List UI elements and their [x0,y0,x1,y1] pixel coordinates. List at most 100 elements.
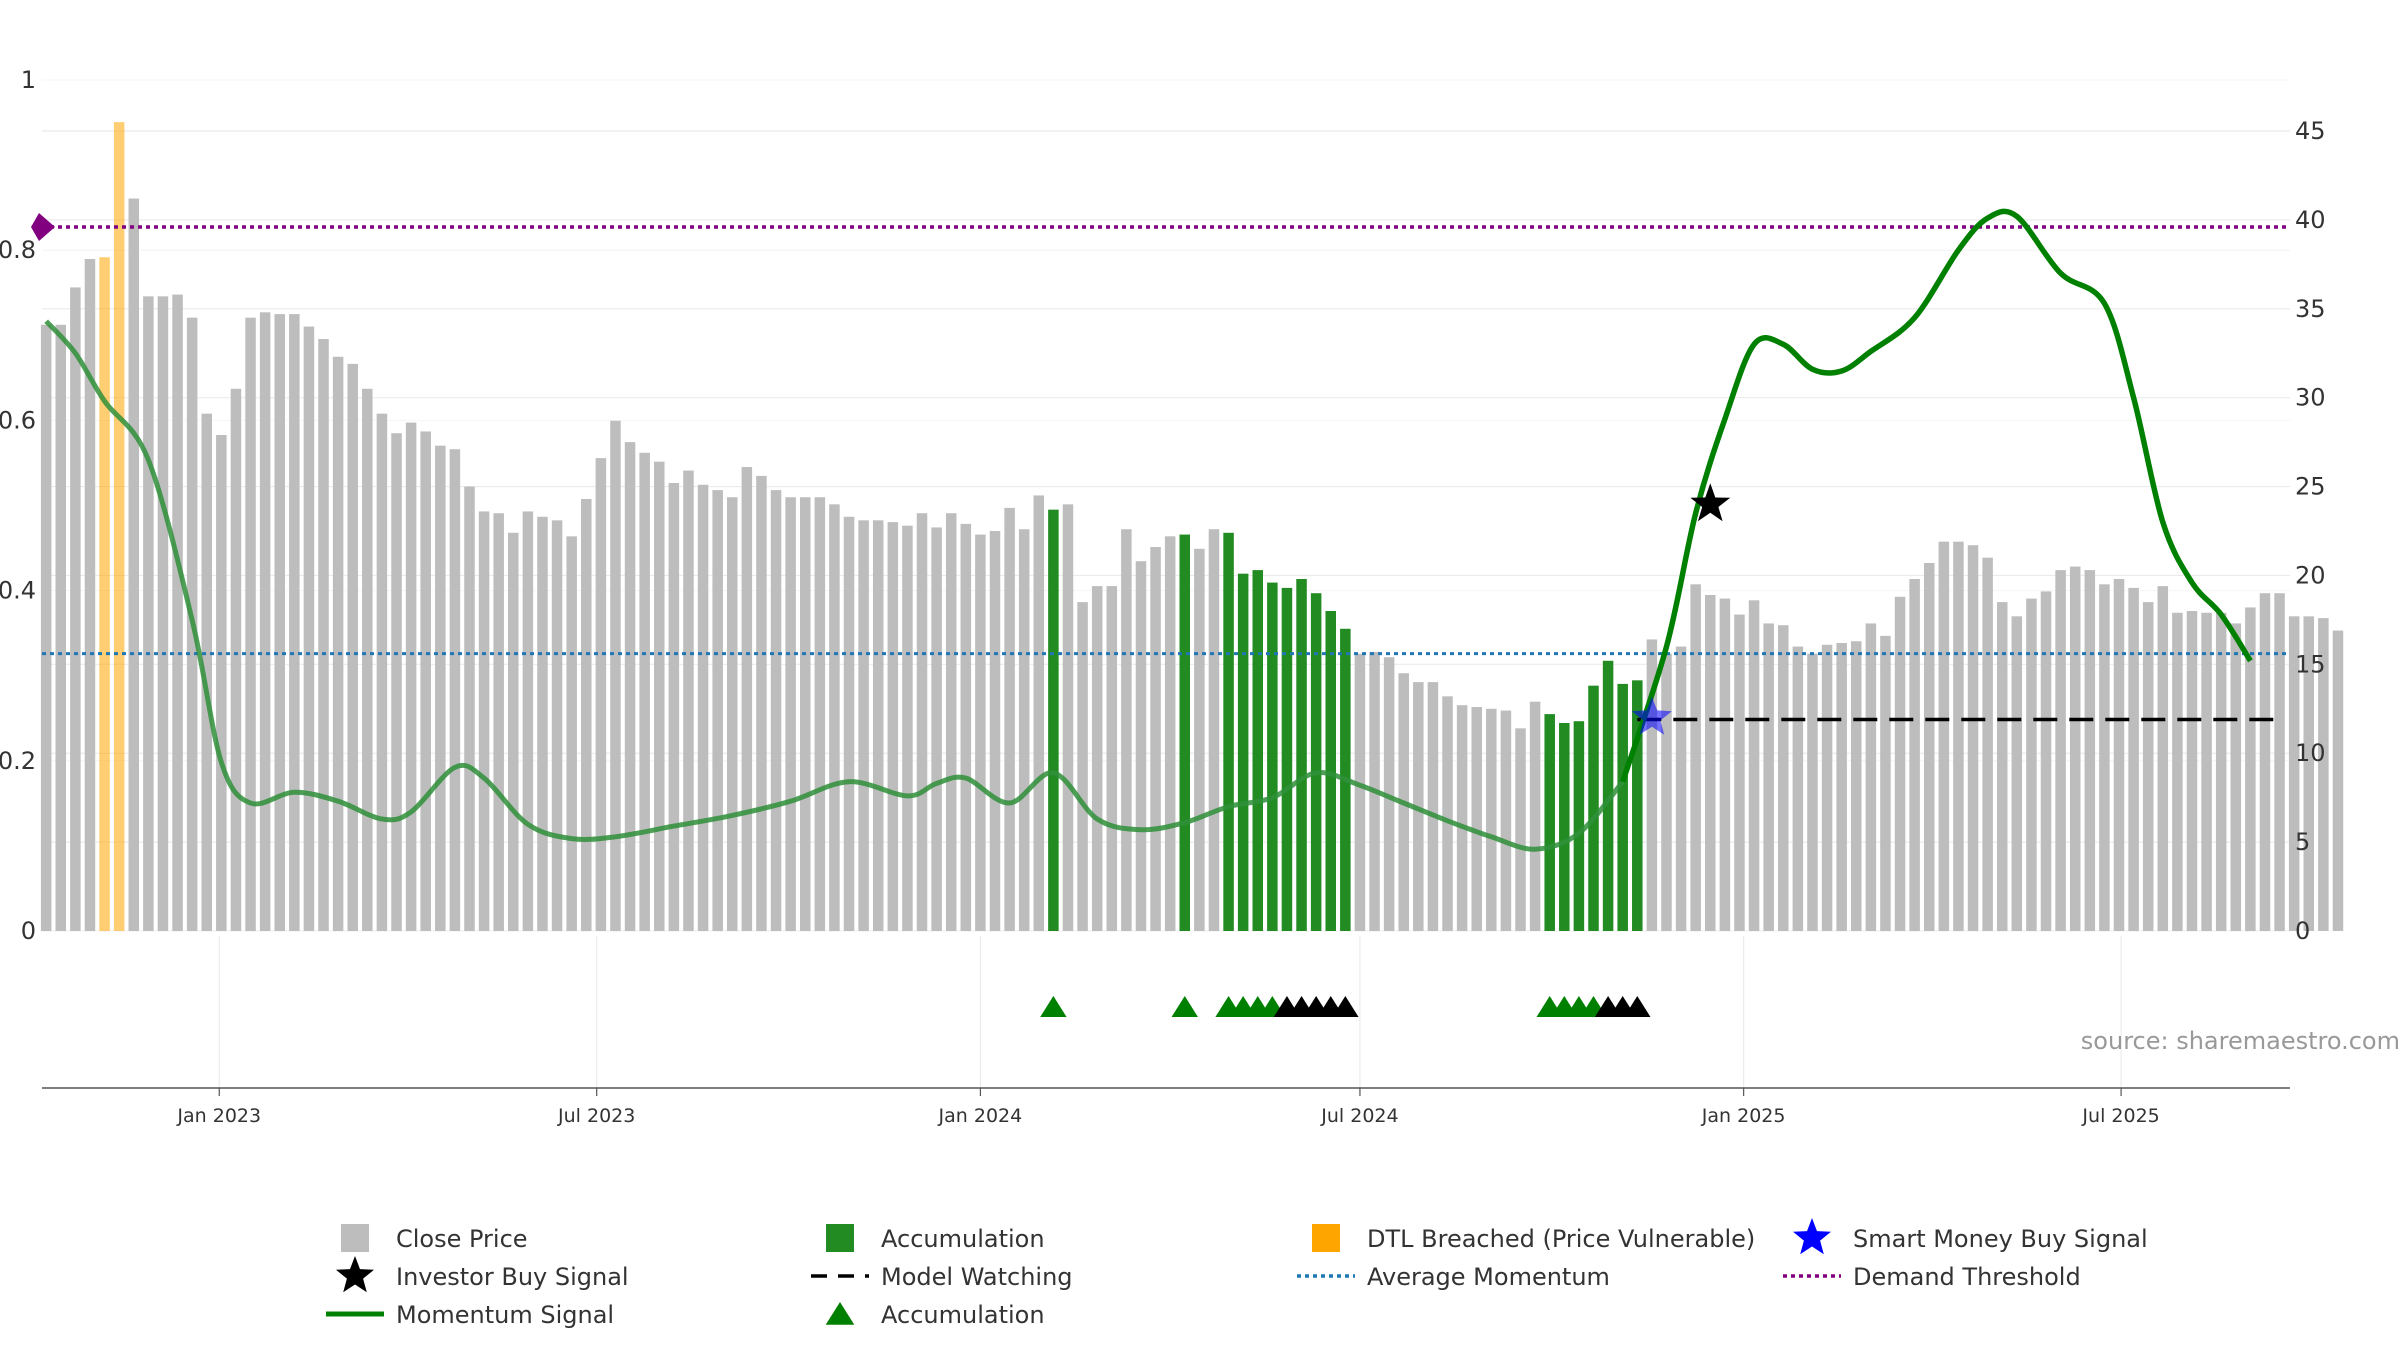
right-tick-label: 30 [2295,384,2326,412]
close-price-bar [2172,612,2183,931]
close-price-bar [1748,600,1760,931]
close-price-bar [1661,653,1672,931]
legend-item-close-price: Close Price [341,1224,528,1253]
close-price-bar [1515,728,1526,931]
close-price-bar [376,413,388,931]
close-price-bar [464,486,475,931]
momentum-line [1620,208,2253,783]
legend-item-momentum: Momentum Signal [326,1301,614,1329]
legend-label: Accumulation [881,1225,1045,1253]
close-price-bar [989,531,1001,931]
close-price-bar [1909,579,1920,931]
close-price-bar [2099,584,2110,931]
close-price-bar [391,433,402,931]
close-price-bar [1734,614,1745,931]
close-price-bar [143,296,154,932]
close-price-bar [1982,557,1993,931]
close-price-bar [289,314,300,931]
x-tick-label: Jan 2024 [938,1105,1023,1127]
close-price-bar [230,388,242,931]
close-price-bar [1062,504,1074,931]
close-price-bar [726,497,738,931]
close-price-bar [945,513,957,931]
accumulation-bar [1179,534,1191,931]
close-price-bar [799,497,811,931]
legend-swatch [341,1224,369,1252]
close-price-bar [1456,705,1468,931]
close-price-bar [1077,602,1088,931]
left-tick-label: 1 [21,66,36,94]
close-price-bar [216,435,227,931]
accumulation-bar [1588,685,1599,931]
close-price-bar [1004,507,1015,931]
close-price-bar [201,413,212,931]
close-price-bar [2142,602,2154,931]
x-tick-label: Jul 2023 [557,1105,635,1127]
dtl-breached-bar [113,122,125,932]
close-price-bar [2303,616,2315,931]
close-price-bar [551,520,563,931]
legend-item-model-watching: Model Watching [811,1263,1073,1291]
signal-markers [1040,483,1731,1017]
close-price-bar [1938,541,1950,931]
close-price-bar [2230,623,2242,931]
accumulation-bar [1296,579,1307,931]
close-price-bar [566,536,577,931]
close-price-bar [493,513,504,931]
close-price-bar [2011,616,2023,931]
close-price-bar [1705,595,1716,931]
right-tick-label: 35 [2295,295,2326,323]
close-price-bar [1018,529,1030,931]
legend-label: Smart Money Buy Signal [1853,1225,2148,1253]
close-price-bar [2288,616,2300,931]
accumulation-bar [1237,573,1249,931]
accumulation-bar [1325,611,1336,931]
accumulation-bar [1223,532,1234,931]
close-price-bar [1427,682,1439,931]
close-price-bar [756,475,767,931]
close-price-bar [1354,653,1366,931]
close-price-bar [712,490,723,931]
right-tick-label: 10 [2295,739,2326,767]
close-price-bar [654,461,665,931]
close-price-bar [1821,644,1833,931]
legend-star-icon [1793,1218,1831,1255]
accumulation-bar [1267,582,1278,931]
close-price-bar [843,516,855,931]
close-price-bar [1646,639,1658,931]
legend-label: Demand Threshold [1853,1263,2081,1291]
close-price-bar [1880,635,1891,931]
close-price-bar [508,532,519,931]
close-price-bar [172,294,183,931]
close-price-bar [157,296,169,932]
close-price-bar [887,522,899,931]
momentum-line-historic [44,319,1625,852]
right-tick-label: 45 [2295,117,2326,145]
dtl-breached-bar [99,257,110,932]
legend-label: Momentum Signal [396,1301,614,1329]
close-price-bar [2259,593,2271,931]
close-price-bar [522,511,534,931]
close-price-bar [1091,586,1103,931]
close-price-bar [2040,591,2052,931]
close-price-bar [2318,618,2329,931]
close-price-bar [2201,612,2212,931]
accumulation-bar [1544,714,1555,931]
close-price-bar [1923,563,1935,931]
close-price-bar [1121,529,1132,931]
close-price-bar [902,525,913,931]
close-price-bar [829,504,840,931]
left-tick-label: 0.6 [0,406,36,434]
right-tick-label: 20 [2295,561,2326,589]
close-price-bar [2113,579,2125,931]
right-tick-label: 5 [2295,828,2310,856]
close-price-bar [872,520,884,931]
right-tick-label: 0 [2295,917,2310,945]
accumulation-bar [1281,587,1293,931]
source-label: source: sharemaestro.com [2081,1027,2400,1055]
watching-triangle [1332,996,1359,1017]
close-price-bar [1471,707,1482,931]
close-price-bar [1967,545,1979,931]
legend-label: Investor Buy Signal [396,1263,629,1291]
close-price-bar [332,356,344,931]
